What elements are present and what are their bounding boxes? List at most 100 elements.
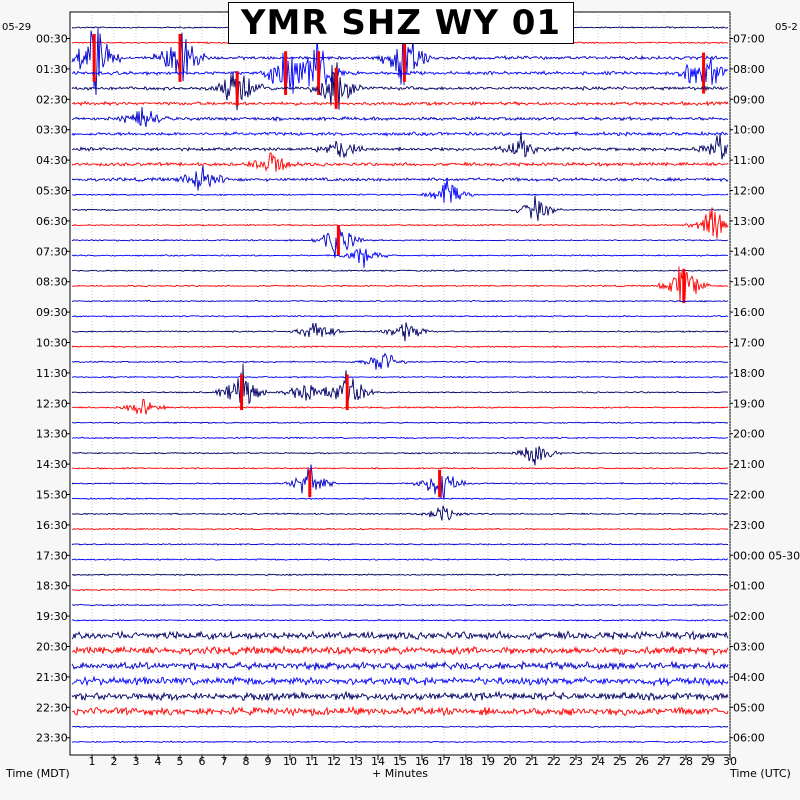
right-time-label: 07:00 — [733, 33, 765, 46]
right-time-label: 17:00 — [733, 337, 765, 350]
trace-row — [71, 421, 729, 425]
right-time-label: 04:00 — [733, 671, 765, 684]
right-time-label: 00:00 05-30 — [733, 549, 800, 562]
left-time-label: 06:30 — [36, 215, 68, 228]
trace-row — [71, 588, 729, 592]
trace-row — [71, 152, 729, 172]
trace-row — [71, 130, 729, 137]
x-tick-label: 2 — [111, 755, 118, 768]
right-time-label: 10:00 — [733, 124, 765, 137]
x-tick-label: 24 — [591, 755, 605, 768]
trace-row — [71, 558, 729, 561]
clipped-event-bar — [240, 374, 244, 411]
left-time-label: 07:30 — [36, 245, 68, 258]
clipped-event-bar — [438, 469, 442, 498]
trace-row — [71, 131, 729, 160]
left-time-label: 00:30 — [36, 33, 68, 46]
trace-row — [71, 446, 729, 466]
right-time-label: 22:00 — [733, 489, 765, 502]
trace-row — [72, 100, 729, 107]
left-time-label: 23:30 — [36, 732, 68, 745]
right-time-label: 06:00 — [733, 732, 765, 745]
trace-row — [71, 345, 729, 349]
left-axis-title: Time (MDT) — [6, 767, 70, 780]
left-date-label: 05-29 — [2, 22, 32, 33]
left-time-label: 17:30 — [36, 549, 68, 562]
clipped-event-bar — [178, 33, 182, 82]
left-time-label: 15:30 — [36, 489, 68, 502]
x-tick-label: 13 — [349, 755, 363, 768]
clipped-event-bar — [334, 67, 338, 109]
x-tick-label: 12 — [327, 755, 341, 768]
trace-row — [72, 644, 729, 657]
trace-row — [71, 603, 729, 607]
x-tick-label: 23 — [569, 755, 583, 768]
clipped-event-bar — [284, 51, 288, 95]
right-time-label: 05:00 — [733, 701, 765, 714]
trace-row — [71, 39, 729, 94]
left-time-label: 10:30 — [36, 337, 68, 350]
trace-row — [71, 725, 729, 729]
trace-row — [71, 675, 729, 688]
x-tick-label: 19 — [481, 755, 495, 768]
left-time-label: 11:30 — [36, 367, 68, 380]
x-tick-label: 16 — [415, 755, 429, 768]
right-time-label: 16:00 — [733, 306, 765, 319]
trace-row — [71, 195, 729, 221]
x-tick-label: 18 — [459, 755, 473, 768]
trace-row — [71, 62, 728, 111]
trace-row — [71, 505, 729, 521]
trace-row — [71, 207, 729, 239]
left-time-label: 19:30 — [36, 610, 68, 623]
right-time-label: 15:00 — [733, 276, 765, 289]
x-tick-label: 27 — [657, 755, 671, 768]
right-axis-title: Time (UTC) — [730, 767, 791, 780]
x-tick-label: 20 — [503, 755, 517, 768]
right-time-label: 20:00 — [733, 428, 765, 441]
left-time-label: 08:30 — [36, 276, 68, 289]
right-time-label: 02:00 — [733, 610, 765, 623]
x-tick-label: 28 — [679, 755, 693, 768]
trace-row — [71, 322, 729, 342]
trace-row — [71, 497, 729, 501]
x-tick-label: 7 — [221, 755, 228, 768]
trace-row — [71, 269, 729, 273]
right-time-label: 14:00 — [733, 245, 765, 258]
trace-row — [71, 618, 729, 622]
right-time-label: 11:00 — [733, 154, 765, 167]
right-time-label: 21:00 — [733, 458, 765, 471]
x-tick-label: 17 — [437, 755, 451, 768]
right-time-label: 23:00 — [733, 519, 765, 532]
trace-row — [71, 314, 729, 318]
right-time-label: 12:00 — [733, 185, 765, 198]
chart-title: YMR SHZ WY 01 — [240, 3, 562, 43]
clipped-event-bar — [92, 33, 96, 82]
trace-row — [71, 352, 728, 370]
right-time-label: 09:00 — [733, 93, 765, 106]
left-time-label: 13:30 — [36, 428, 68, 441]
x-tick-label: 29 — [701, 755, 715, 768]
trace-row — [71, 660, 729, 671]
x-tick-label: 10 — [283, 755, 297, 768]
title-box: YMR SHZ WY 01 — [228, 2, 574, 44]
x-tick-label: 21 — [525, 755, 539, 768]
trace-row — [71, 165, 729, 191]
left-time-label: 14:30 — [36, 458, 68, 471]
trace-row — [71, 464, 729, 500]
right-time-label: 01:00 — [733, 580, 765, 593]
left-time-label: 20:30 — [36, 641, 68, 654]
left-time-label: 16:30 — [36, 519, 68, 532]
left-time-label: 12:30 — [36, 397, 68, 410]
trace-row — [71, 106, 729, 127]
clipped-event-bar — [317, 51, 321, 95]
clipped-event-bar — [402, 33, 406, 82]
right-time-label: 08:00 — [733, 63, 765, 76]
trace-row — [71, 178, 729, 203]
x-tick-label: 14 — [371, 755, 385, 768]
x-tick-label: 11 — [305, 755, 319, 768]
x-tick-label: 9 — [265, 755, 272, 768]
left-time-label: 05:30 — [36, 185, 68, 198]
x-tick-label: 15 — [393, 755, 407, 768]
trace-row — [71, 398, 729, 415]
left-time-label: 21:30 — [36, 671, 68, 684]
